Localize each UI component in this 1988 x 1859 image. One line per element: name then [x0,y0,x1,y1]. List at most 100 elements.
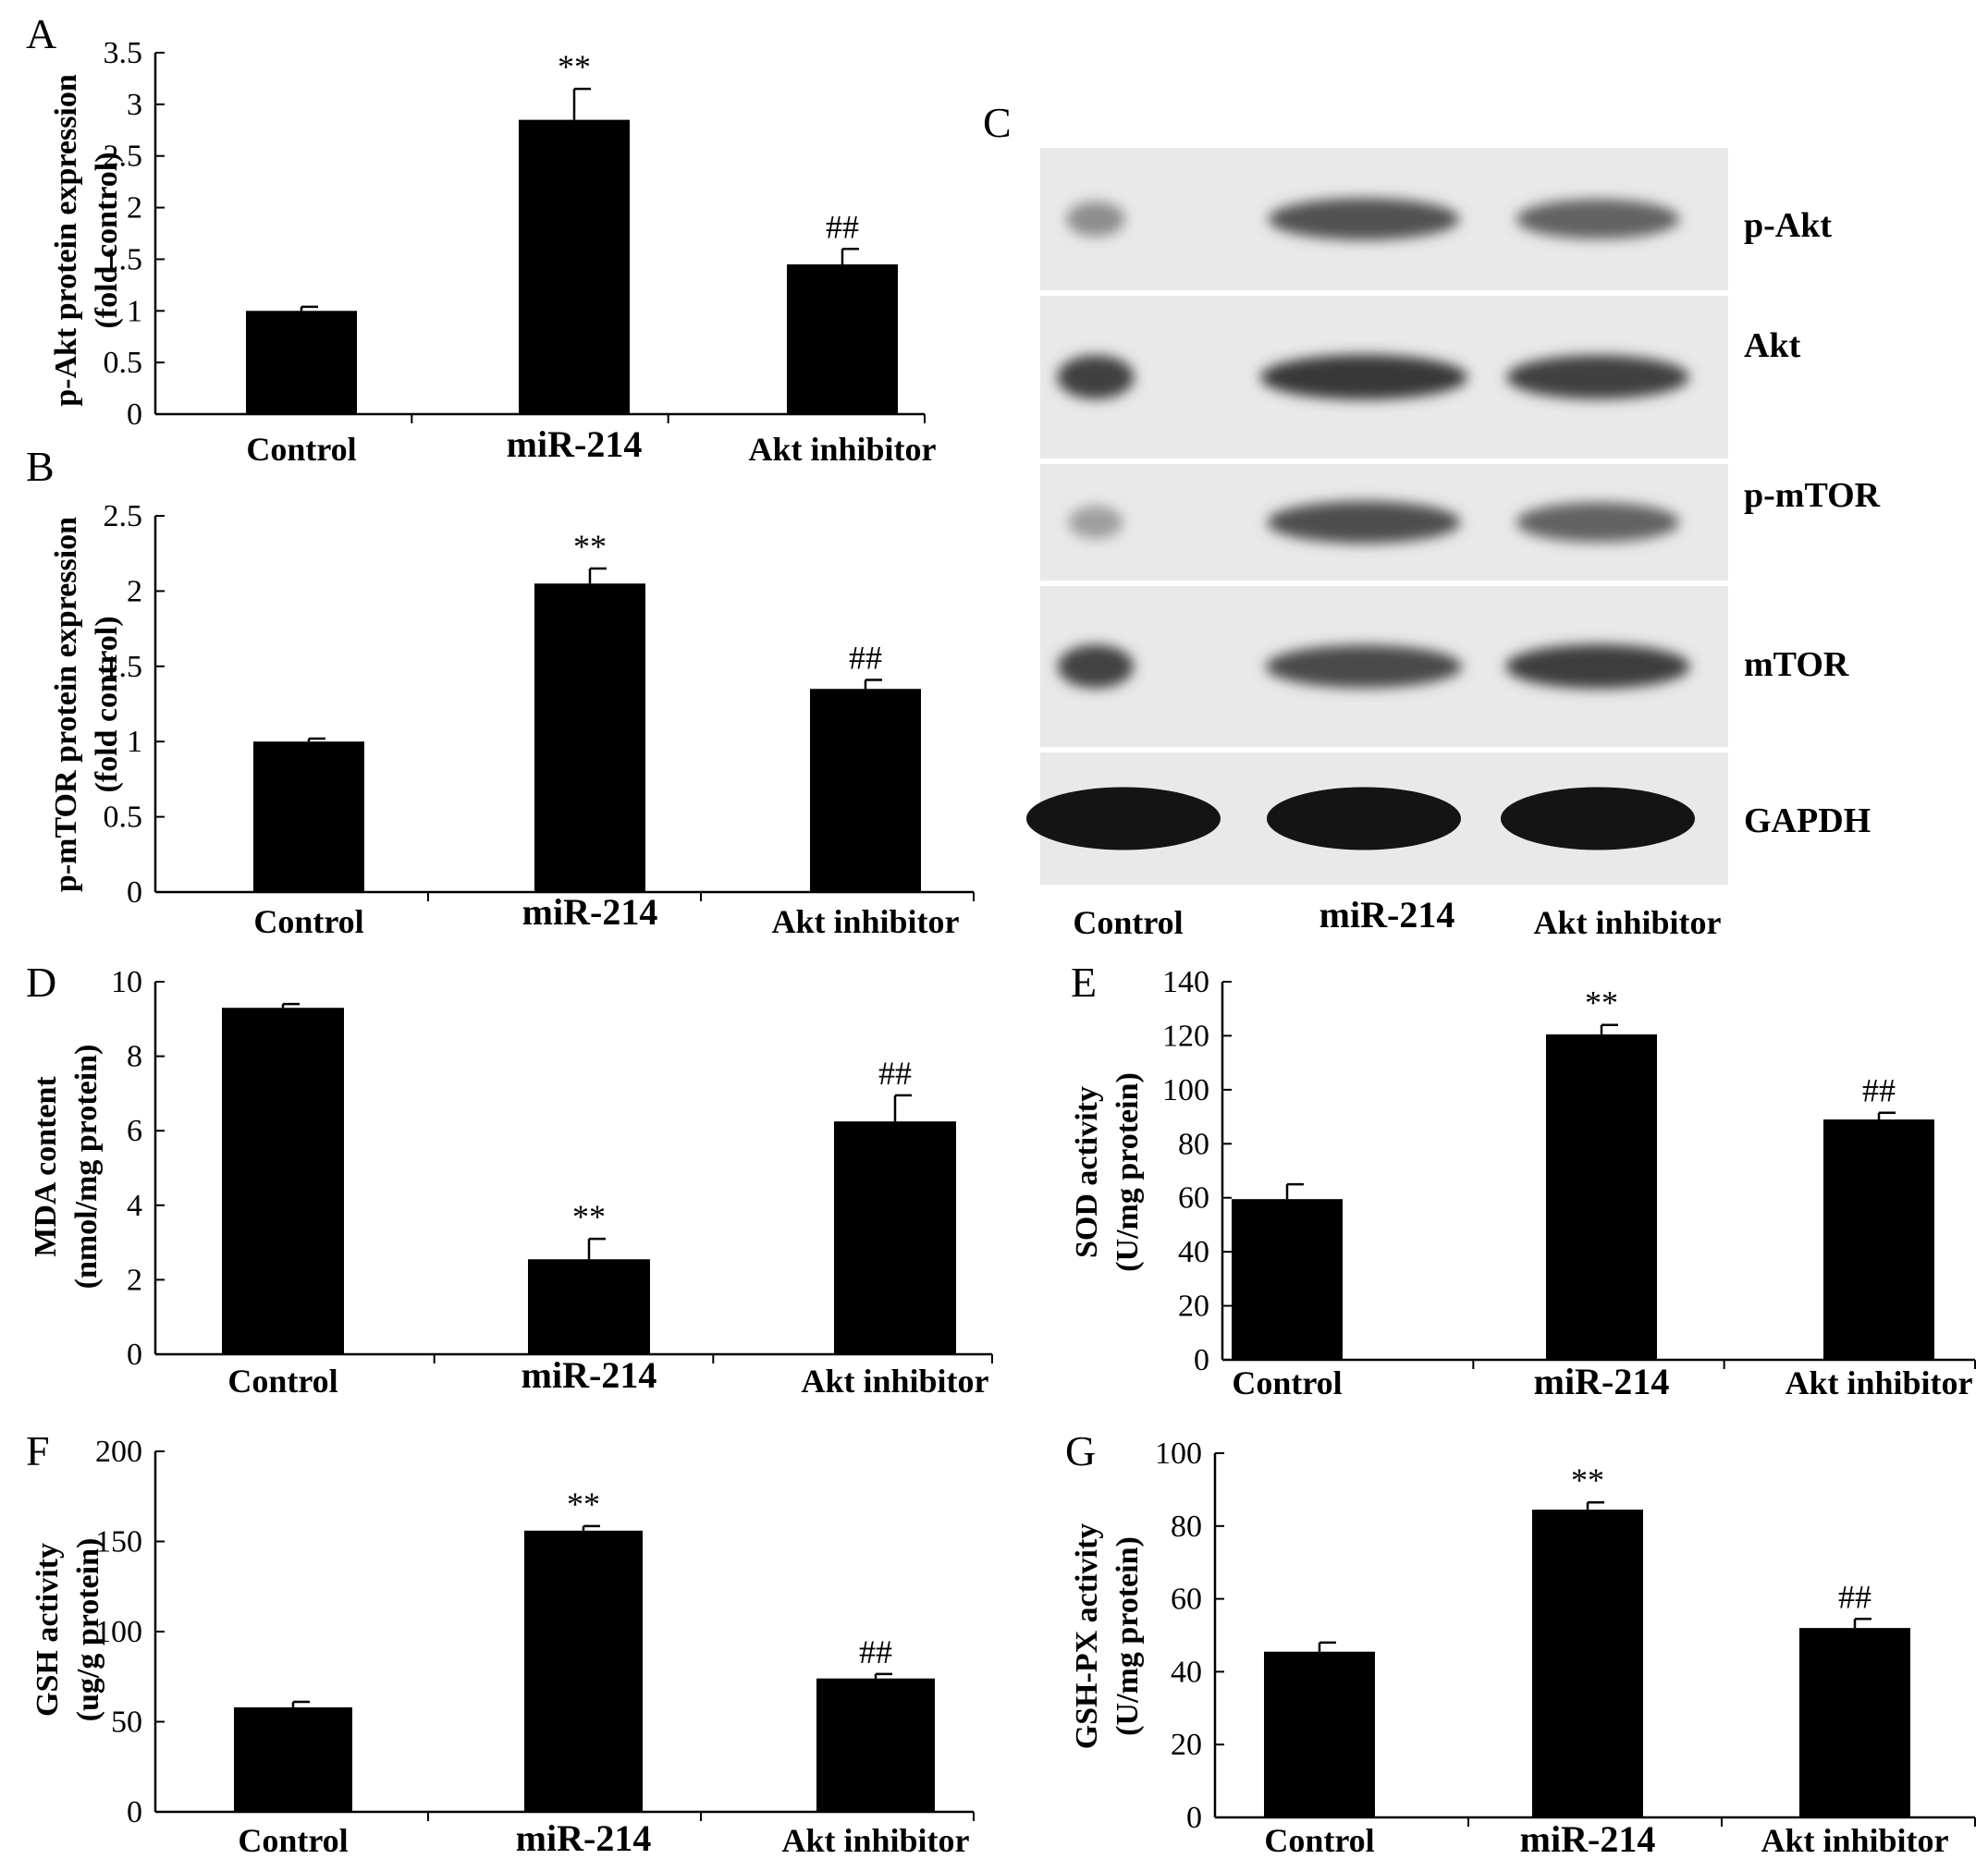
significance-label: ** [572,1198,606,1235]
category-label: Akt inhibitor [748,431,936,468]
category-label: Control [246,431,356,468]
significance-label: ** [1571,1462,1604,1498]
panel-label: C [983,99,1012,146]
y-tick-label: 2 [127,574,142,608]
significance-label: ** [1585,985,1618,1021]
panel-label: F [26,1427,50,1474]
y-tick-label: 8 [127,1040,142,1074]
y-tick-label: 0 [127,875,142,910]
significance-label: ** [558,48,591,85]
category-label: Control [1264,1822,1374,1859]
significance-label: ## [849,639,882,676]
category-label: miR-214 [1520,1818,1656,1859]
y-axis-label: p-mTOR protein expression [49,517,83,892]
y-tick-label: 40 [1178,1235,1209,1269]
y-tick-label: 2 [127,191,142,226]
category-label: Control [1232,1364,1342,1401]
bar-a-2 [787,264,898,414]
y-tick-label: 0 [1186,1801,1202,1835]
y-tick-label: 3.5 [104,36,143,70]
blot-row-label: p-mTOR [1744,476,1881,515]
category-label: miR-214 [522,891,658,933]
blot-band [1057,355,1135,399]
bar-b-2 [810,689,921,892]
y-axis-label: GSH activity [31,1543,65,1717]
y-tick-label: 2.5 [104,499,143,533]
bar-g-2 [1799,1628,1910,1817]
bar-d-0 [222,1008,344,1354]
chart-panel-e: E 0 20 40 60 80 100 120 140 Control ** miR-214 ## Akt… [1070,959,1976,1402]
y-axis-label: p-Akt protein expression [49,74,83,407]
y-tick-label: 100 [95,1615,142,1649]
blot-band [1505,643,1690,690]
blot-lane-label: Control [1073,904,1183,941]
y-axis-label: (ug/g protein) [71,1538,105,1722]
blot-band [1501,787,1695,850]
significance-label: ## [859,1633,892,1670]
blot-band [1267,501,1461,544]
blot-row-label: mTOR [1744,645,1849,684]
significance-label: ** [573,528,607,565]
blot-band [1265,644,1463,689]
y-tick-label: 0 [127,1795,142,1829]
category-label: Akt inhibitor [771,903,959,940]
y-tick-label: 10 [111,965,142,999]
blot-row-label: p-Akt [1744,206,1832,245]
y-axis-label: MDA content [29,1076,63,1257]
y-axis-label: GSH-PX activity [1070,1523,1104,1750]
panel-label: A [26,10,56,57]
significance-label: ## [1862,1072,1896,1109]
y-axis-label: (U/mg protein) [1111,1536,1145,1736]
y-axis-label: SOD activity [1070,1086,1104,1258]
y-tick-label: 200 [95,1435,142,1469]
blot-row-label: Akt [1744,326,1801,365]
y-tick-label: 0 [127,1338,142,1372]
category-label: Control [253,903,363,940]
category-label: Akt inhibitor [781,1822,969,1859]
category-label: Control [238,1822,348,1859]
category-label: miR-214 [516,1817,652,1859]
bar-b-1 [534,583,645,892]
significance-label: ## [878,1055,912,1092]
y-tick-label: 1 [127,294,142,328]
y-tick-label: 1.5 [104,650,143,684]
y-tick-label: 2 [127,1263,142,1297]
blot-band [1026,787,1221,850]
bar-d-1 [528,1259,650,1354]
y-axis-label: (nmol/mg protein) [69,1045,104,1290]
y-axis-label: (U/mg protein) [1111,1072,1145,1272]
y-tick-label: 6 [127,1114,142,1148]
chart-panel-b: B 0 0.5 1 1.5 2 2.5 Control ** miR-214 ## Akt inhib… [26,443,975,940]
y-tick-label: 0.5 [104,346,143,380]
y-tick-label: 50 [111,1706,142,1740]
bar-g-1 [1532,1510,1643,1817]
bar-e-2 [1823,1119,1934,1360]
y-tick-label: 140 [1162,965,1209,999]
category-label: miR-214 [1534,1361,1670,1402]
y-tick-label: 120 [1162,1019,1209,1053]
chart-panel-g: G 0 20 40 60 80 100 Control ** miR-214 ## Akt inhib… [1065,1427,1976,1859]
blot-lane-label: Akt inhibitor [1533,904,1721,941]
blot-band [1057,644,1135,689]
y-tick-label: 20 [1178,1290,1209,1324]
panel-label: G [1065,1427,1096,1474]
blot-band [1068,506,1123,539]
blot-band [1516,199,1680,239]
bar-f-1 [524,1530,643,1812]
bar-a-1 [519,119,630,414]
y-tick-label: 0 [127,397,142,432]
panel-label: B [26,443,55,490]
y-tick-label: 20 [1171,1728,1202,1762]
y-tick-label: 3 [127,88,142,122]
y-tick-label: 100 [1162,1073,1209,1107]
y-tick-label: 1.5 [104,242,143,276]
y-tick-label: 4 [127,1189,142,1223]
y-tick-label: 60 [1171,1583,1202,1617]
western-blot-panel-c: Cp-Akt Akt p-mTOR mTOR GAPDH Control miR-214 Ak… [983,99,1881,941]
bar-e-0 [1232,1199,1343,1360]
significance-label: ## [826,208,859,245]
category-label: Control [227,1363,337,1400]
bar-g-0 [1264,1651,1375,1817]
y-tick-label: 80 [1171,1510,1202,1544]
